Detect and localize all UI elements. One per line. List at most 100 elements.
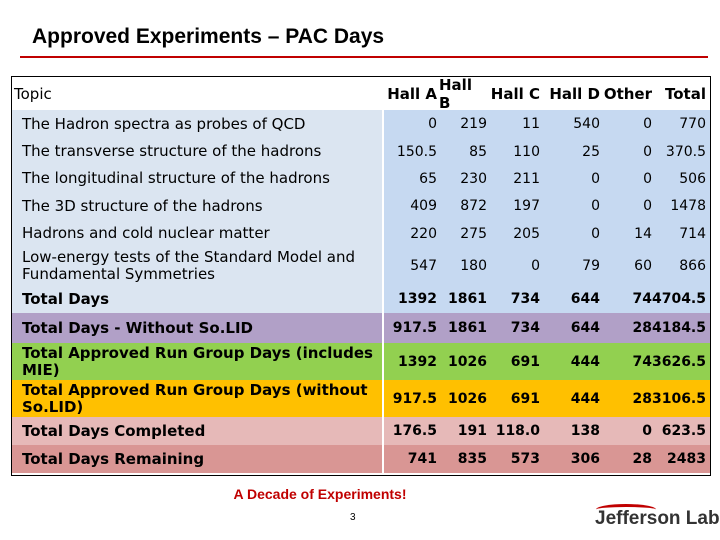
row-topic-background	[12, 110, 382, 138]
row-value: 0	[642, 423, 652, 439]
row-value: 14	[634, 225, 652, 242]
row-value: 0	[428, 116, 437, 132]
row-topic: The 3D structure of the hadrons	[22, 196, 263, 215]
row-value: 0	[591, 198, 600, 214]
row-value-background	[384, 380, 710, 417]
row-value: 176.5	[392, 423, 437, 439]
row-value: 835	[457, 451, 487, 467]
header-col: Hall A	[387, 85, 437, 103]
row-value: 573	[510, 451, 540, 467]
row-value: 118.0	[495, 423, 540, 439]
row-value: 230	[460, 170, 487, 187]
row-topic-background	[12, 313, 382, 343]
row-topic: The transverse structure of the hadrons	[22, 142, 322, 160]
row-value-background	[384, 445, 710, 473]
row-value: 1026	[448, 353, 487, 370]
row-value: 741	[407, 451, 437, 467]
row-value: 79	[582, 258, 600, 274]
row-topic: The longitudinal structure of the hadron…	[22, 169, 330, 187]
row-value: 28	[632, 451, 652, 467]
row-topic-background	[12, 220, 382, 247]
table-header-row: Topic Hall A Hall B Hall C Hall D Other Total	[12, 76, 710, 112]
row-value-background	[384, 165, 710, 192]
logo-swoosh-icon	[596, 504, 656, 515]
page-number: 3	[350, 512, 356, 523]
table-row: Low-energy tests of the Standard Model a…	[12, 247, 710, 285]
row-value: 0	[643, 116, 652, 132]
row-topic-background	[12, 417, 382, 445]
table-row: Total Days Remaining 741 835 573 306 28 2483	[12, 445, 710, 473]
row-topic-background	[12, 138, 382, 165]
row-value: 211	[513, 170, 540, 187]
row-value: 0	[591, 225, 600, 242]
header-col: Other	[603, 85, 652, 103]
row-value: 547	[410, 258, 437, 274]
table-row: Total Days - Without So.LID 917.5 1861 734 6…	[12, 313, 710, 343]
row-value: 506	[679, 170, 706, 187]
row-value: 770	[679, 116, 706, 132]
table-row: The 3D structure of the hadrons 409 872 197…	[12, 192, 710, 220]
row-value: 540	[573, 116, 600, 132]
row-topic: Low-energy tests of the Standard Model a…	[22, 248, 356, 283]
row-value: 1861	[448, 291, 487, 307]
row-value: 219	[460, 116, 487, 132]
jefferson-lab-logo: Jefferson Lab	[595, 508, 720, 529]
row-value-background	[384, 220, 710, 247]
row-value-background	[384, 285, 710, 313]
footer-caption: A Decade of Experiments!	[233, 486, 407, 502]
row-value: 444	[570, 353, 600, 370]
title-underline	[20, 56, 708, 58]
row-value: 110	[513, 143, 540, 160]
row-topic-background	[12, 343, 382, 380]
table-row: Total Days 1392 1861 734 644 74 4704.5	[12, 285, 710, 313]
row-topic-background	[12, 380, 382, 417]
row-value: 1478	[670, 198, 706, 214]
row-value: 2483	[667, 451, 706, 467]
row-value: 180	[460, 258, 487, 274]
row-value: 4184.5	[651, 320, 706, 336]
row-value: 275	[460, 225, 487, 242]
row-topic-background	[12, 285, 382, 313]
row-value: 409	[410, 198, 437, 214]
row-value: 0	[643, 143, 652, 160]
row-topic-background	[12, 445, 382, 473]
row-value: 0	[643, 198, 652, 214]
row-value-background	[384, 343, 710, 380]
row-topic-background	[12, 165, 382, 192]
row-value: 197	[513, 198, 540, 214]
row-value: 872	[460, 198, 487, 214]
table-row: The longitudinal structure of the hadron…	[12, 165, 710, 192]
table-row: The transverse structure of the hadrons 1…	[12, 138, 710, 165]
row-value: 623.5	[661, 423, 706, 439]
row-value: 691	[510, 390, 540, 407]
row-value: 644	[570, 320, 600, 336]
row-value: 191	[457, 423, 487, 439]
row-value: 4704.5	[651, 291, 706, 307]
row-value: 691	[510, 353, 540, 370]
row-value: 205	[513, 225, 540, 242]
row-topic: Total Approved Run Group Days (without S…	[22, 380, 368, 416]
table-row: Total Approved Run Group Days (includes …	[12, 343, 710, 380]
row-value-background	[384, 192, 710, 220]
row-value-background	[384, 138, 710, 165]
row-value: 1392	[398, 291, 437, 307]
row-topic: The Hadron spectra as probes of QCD	[22, 114, 306, 133]
row-value-background	[384, 417, 710, 445]
header-col: Total	[665, 85, 706, 103]
row-value-background	[384, 247, 710, 285]
row-topic: Hadrons and cold nuclear matter	[22, 224, 270, 242]
slide-title: Approved Experiments – PAC Days	[32, 25, 385, 48]
row-value: 714	[679, 225, 706, 242]
row-topic: Total Days Completed	[22, 421, 206, 440]
header-col: Hall C	[490, 85, 540, 103]
row-value: 866	[679, 258, 706, 274]
row-topic-background	[12, 247, 382, 285]
row-value: 917.5	[392, 320, 437, 336]
row-value: 60	[634, 258, 652, 274]
header-col: Hall D	[549, 85, 600, 103]
row-value: 644	[570, 291, 600, 307]
table-row: Total Approved Run Group Days (without S…	[12, 380, 710, 417]
row-value: 150.5	[396, 143, 437, 160]
row-value: 28	[632, 320, 652, 336]
header-col: Hall B	[439, 76, 472, 112]
